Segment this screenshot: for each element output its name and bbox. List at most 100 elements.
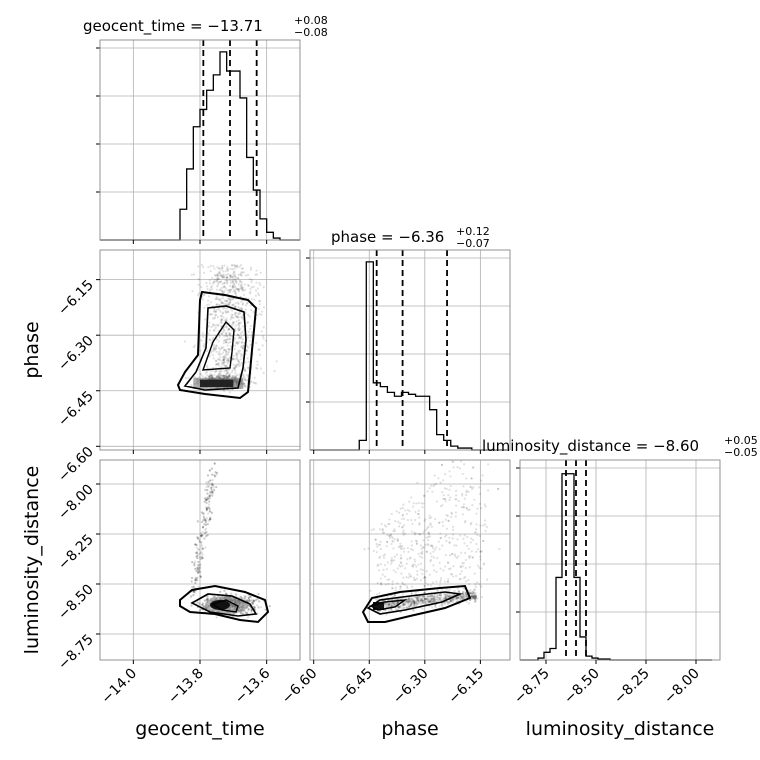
sample-point	[215, 279, 218, 283]
sample-point	[461, 596, 464, 599]
sample-point	[226, 288, 229, 292]
sample-point	[460, 551, 463, 554]
sample-point	[402, 606, 405, 609]
sample-point	[217, 370, 221, 373]
sample-point	[246, 612, 249, 615]
sample-point	[410, 540, 413, 543]
sample-point	[403, 524, 406, 527]
sample-point	[201, 553, 204, 556]
sample-point	[413, 560, 417, 563]
sample-point	[199, 372, 202, 375]
sample-point	[215, 485, 218, 489]
sample-point	[412, 599, 415, 602]
sample-point	[447, 519, 450, 523]
sample-point	[195, 569, 198, 573]
sample-point	[460, 595, 463, 598]
sample-point	[220, 289, 224, 293]
sample-point	[468, 508, 471, 511]
sample-point	[197, 585, 200, 588]
sample-point	[388, 603, 391, 606]
sample-point	[423, 584, 426, 588]
sample-point	[428, 487, 431, 490]
sample-point	[444, 473, 447, 476]
sample-point	[222, 362, 225, 365]
sample-point	[473, 589, 476, 592]
sample-point	[217, 298, 220, 301]
sample-point	[428, 600, 431, 604]
sample-point	[420, 599, 423, 602]
sample-point	[471, 595, 474, 598]
sample-point	[429, 599, 432, 602]
sample-point	[473, 531, 476, 534]
sample-point	[451, 537, 454, 540]
sample-point	[252, 599, 255, 602]
sample-point	[391, 587, 394, 590]
sample-point	[442, 592, 446, 596]
sample-point	[464, 519, 467, 523]
sample-point	[453, 599, 456, 602]
sample-point	[249, 287, 252, 290]
sample-point	[225, 375, 228, 378]
sample-point	[422, 601, 425, 605]
sample-point	[469, 591, 472, 595]
sample-point	[413, 558, 416, 561]
sample-point	[470, 595, 473, 598]
sample-point	[438, 593, 441, 597]
sample-point	[197, 538, 200, 541]
sample-point	[229, 318, 232, 321]
sample-point	[200, 550, 203, 553]
sample-point	[235, 315, 238, 318]
sample-point	[416, 570, 419, 573]
sample-point	[442, 497, 445, 501]
sample-point	[242, 612, 245, 615]
sample-point	[413, 578, 416, 581]
sample-point	[462, 596, 465, 599]
sample-point	[474, 593, 477, 596]
sample-point	[239, 307, 242, 311]
sample-point	[390, 602, 393, 606]
sample-point	[224, 349, 227, 352]
xtick-label-phase: −6.45	[334, 666, 376, 708]
sample-point	[456, 596, 459, 599]
sample-point	[401, 514, 404, 517]
sample-point	[212, 323, 215, 326]
sample-point	[459, 566, 463, 569]
sample-point	[219, 288, 222, 291]
sample-point	[480, 479, 483, 482]
sample-point	[451, 598, 454, 601]
sample-point	[201, 603, 204, 606]
sample-point	[229, 298, 232, 301]
sample-point	[446, 601, 449, 604]
sample-point	[207, 266, 210, 269]
sample-point	[224, 340, 228, 344]
sample-point	[205, 598, 208, 601]
sample-point	[229, 308, 232, 311]
sample-point	[240, 280, 243, 284]
sample-point	[382, 556, 386, 559]
sample-point	[246, 273, 250, 276]
sample-point	[203, 531, 207, 535]
title-geocent-time: geocent_time = −13.71	[83, 17, 263, 36]
sample-point	[475, 531, 478, 534]
sample-point	[228, 332, 231, 335]
sample-point	[190, 586, 193, 589]
sample-point	[205, 498, 208, 501]
sample-point	[203, 519, 207, 522]
sample-point	[199, 571, 202, 574]
sample-point	[210, 486, 213, 489]
sample-point	[226, 372, 229, 375]
sample-point	[445, 534, 448, 537]
sample-point	[423, 600, 427, 603]
sample-point	[411, 548, 414, 551]
sample-point	[414, 578, 417, 582]
sample-point	[411, 598, 415, 601]
sample-point	[249, 290, 252, 293]
sample-point	[215, 471, 219, 475]
sample-point	[239, 336, 242, 339]
sample-point	[476, 548, 480, 551]
sample-point	[421, 599, 424, 602]
sample-point	[444, 595, 448, 598]
sample-point	[426, 598, 429, 601]
hist-panel-geocent_time	[96, 39, 301, 244]
sample-point	[417, 602, 420, 605]
